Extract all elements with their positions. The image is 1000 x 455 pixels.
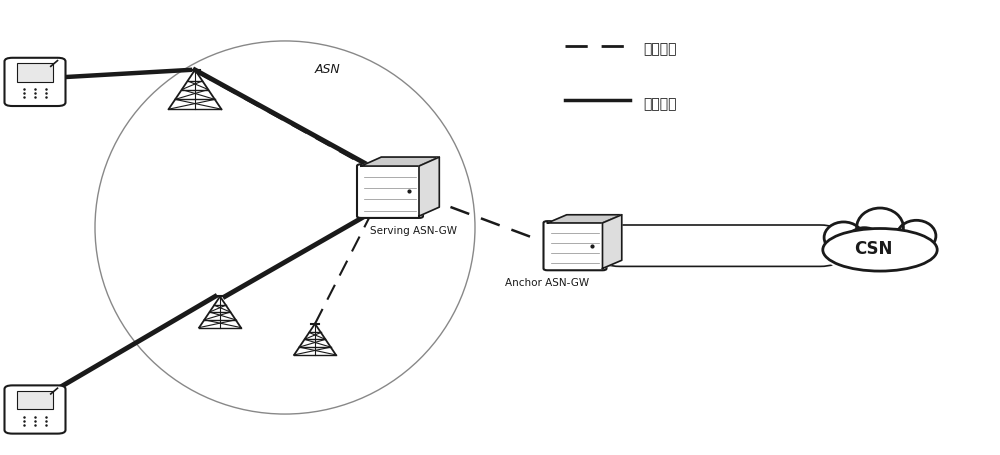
Text: ASN: ASN (315, 63, 341, 76)
Ellipse shape (857, 208, 903, 248)
FancyBboxPatch shape (5, 58, 66, 106)
Polygon shape (548, 215, 622, 223)
FancyBboxPatch shape (602, 225, 838, 267)
Ellipse shape (897, 220, 936, 252)
FancyBboxPatch shape (17, 391, 53, 409)
FancyBboxPatch shape (544, 221, 606, 270)
Text: 本地路由: 本地路由 (643, 97, 676, 111)
Ellipse shape (822, 230, 938, 275)
FancyBboxPatch shape (17, 63, 53, 81)
Polygon shape (602, 215, 622, 268)
Text: Serving ASN-GW: Serving ASN-GW (370, 226, 457, 236)
Ellipse shape (823, 228, 937, 271)
Polygon shape (361, 157, 439, 166)
Text: Anchor ASN-GW: Anchor ASN-GW (505, 278, 589, 288)
Text: 常规路由: 常规路由 (643, 43, 676, 57)
FancyBboxPatch shape (357, 164, 423, 218)
Ellipse shape (879, 229, 912, 256)
Polygon shape (419, 157, 439, 216)
FancyBboxPatch shape (5, 385, 66, 434)
Ellipse shape (848, 228, 881, 254)
Text: CSN: CSN (854, 240, 892, 258)
Ellipse shape (824, 222, 863, 253)
